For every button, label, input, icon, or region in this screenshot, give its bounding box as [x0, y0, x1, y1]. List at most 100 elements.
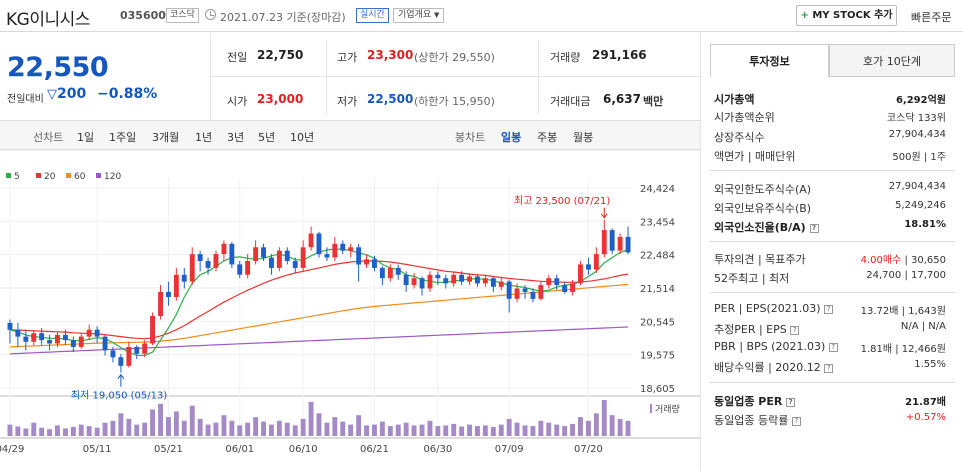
- candle: [372, 259, 377, 268]
- tab-1year[interactable]: 1년: [195, 131, 213, 144]
- volume-bar: [276, 420, 282, 436]
- candle: [47, 340, 52, 344]
- volume-bar: [578, 417, 583, 436]
- candle: [78, 336, 84, 347]
- volume-bar: [372, 424, 377, 436]
- candle: [578, 264, 583, 284]
- tab-1day[interactable]: 1일: [77, 131, 95, 144]
- low-value: 22,500: [367, 92, 414, 106]
- volume-bar: [593, 413, 599, 436]
- high-value: 23,300: [367, 48, 414, 62]
- tab-orderbook-10[interactable]: 호가 10단계: [829, 44, 955, 77]
- help-icon[interactable]: ?: [790, 325, 800, 335]
- change-percent: −0.88%: [97, 86, 158, 102]
- divider: [710, 170, 955, 171]
- tab-daily[interactable]: 일봉: [501, 131, 522, 144]
- tab-1week[interactable]: 1주일: [109, 131, 137, 144]
- volume-bar: [459, 426, 465, 436]
- volume-bar: [609, 415, 615, 436]
- help-icon[interactable]: ?: [824, 363, 834, 373]
- max-arrow-head: [600, 213, 608, 219]
- volume-bar: [197, 418, 203, 436]
- volume-bar: [522, 425, 528, 436]
- volume-bar: [63, 428, 68, 436]
- tab-weekly[interactable]: 주봉: [537, 131, 558, 144]
- realtime-button[interactable]: 실시간: [356, 8, 389, 23]
- header-bar: KG이니시스 035600 코스닥 2021.07.23 기준(장마감) 실시간…: [0, 0, 963, 32]
- panel-divider: [700, 33, 701, 471]
- add-mystock-button[interactable]: + MY STOCK 추가: [796, 5, 897, 26]
- candle: [55, 334, 60, 344]
- sector-rate-value: +0.57%: [905, 412, 946, 423]
- y-tick-label: 24,424: [640, 184, 675, 195]
- candle: [284, 250, 290, 261]
- tab-3month[interactable]: 3개월: [152, 131, 180, 144]
- y-tick-label: 18,605: [640, 384, 675, 395]
- foreign-hold-row: 외국인보유주식수(B) 5,249,246: [714, 200, 946, 216]
- candle: [229, 243, 235, 265]
- legend-swatch: [96, 173, 101, 178]
- prev-close-value: 22,750: [257, 48, 304, 62]
- x-tick-label: 06/01: [225, 444, 254, 455]
- volume-value: 291,166: [592, 48, 647, 62]
- upper-limit: (상한가 29,550): [414, 51, 495, 64]
- help-icon[interactable]: ?: [824, 304, 834, 314]
- est-per-label: 추정PER | EPS: [714, 323, 787, 336]
- x-tick-label: 07/09: [495, 444, 524, 455]
- amount-unit: 백만: [643, 95, 664, 108]
- x-tick-label: 06/10: [289, 444, 318, 455]
- volume-bar: [134, 424, 140, 436]
- volume-bar: [625, 420, 631, 436]
- candle: [158, 291, 163, 316]
- legend-label: 20: [44, 172, 56, 182]
- tab-investment-info[interactable]: 투자정보: [710, 44, 829, 77]
- volume-bar: [467, 424, 472, 436]
- candle: [118, 357, 124, 366]
- volume-bar: [261, 421, 266, 436]
- change-label: 전일대비: [7, 94, 44, 105]
- tab-monthly[interactable]: 월봉: [573, 131, 594, 144]
- tab-10year[interactable]: 10년: [290, 131, 315, 144]
- volume-bar: [150, 409, 155, 436]
- candle: [562, 285, 568, 292]
- divider: [710, 292, 955, 293]
- foreign-limit-row: 외국인한도주식수(A) 27,904,434: [714, 181, 946, 197]
- volume-bar: [379, 421, 385, 436]
- quick-order-link[interactable]: 빠른주문: [911, 11, 952, 24]
- candle: [554, 278, 560, 286]
- per-row: PER | EPS(2021.03) ? 13.72배 | 1,643원: [714, 302, 946, 318]
- candle: [364, 259, 369, 265]
- help-icon[interactable]: ?: [809, 223, 819, 233]
- candle: [467, 276, 472, 282]
- chart-period-tabs: 선차트 1일 1주일 3개월 1년 3년 5년 10년 봉차트 일봉 주봉 월봉: [0, 120, 700, 150]
- tab-5year[interactable]: 5년: [258, 131, 276, 144]
- candle: [245, 261, 251, 275]
- volume-bar: [340, 421, 346, 436]
- shares-row: 상장주식수 27,904,434: [714, 129, 946, 145]
- tab-3year[interactable]: 3년: [227, 131, 245, 144]
- volume-label: 거래량: [550, 51, 581, 64]
- company-overview-dropdown[interactable]: 기업개요 ▼: [393, 8, 445, 23]
- candle: [70, 340, 76, 347]
- volume-bar: [475, 426, 480, 436]
- volume-legend-swatch: [650, 404, 652, 413]
- candle: [261, 247, 266, 258]
- volume-bar: [229, 420, 235, 436]
- volume-legend-label: 거래량: [655, 403, 680, 415]
- candle: [530, 291, 536, 299]
- help-icon[interactable]: ?: [786, 397, 796, 407]
- prev-close-label: 전일: [227, 51, 248, 64]
- help-icon[interactable]: ?: [791, 416, 801, 426]
- volume-bar: [562, 426, 568, 436]
- candle: [435, 274, 441, 279]
- candle: [475, 276, 480, 284]
- candle: [269, 257, 274, 268]
- par-value: 500원 | 1주: [892, 152, 946, 163]
- candle-chart-label: 봉차트: [455, 131, 486, 144]
- candle: [482, 278, 488, 284]
- volume-bar: [102, 422, 108, 436]
- help-icon[interactable]: ?: [828, 342, 838, 352]
- pbr-row: PBR | BPS (2021.03) ? 1.81배 | 12,466원: [714, 340, 946, 356]
- candle: [514, 288, 520, 299]
- volume-bar: [23, 428, 29, 436]
